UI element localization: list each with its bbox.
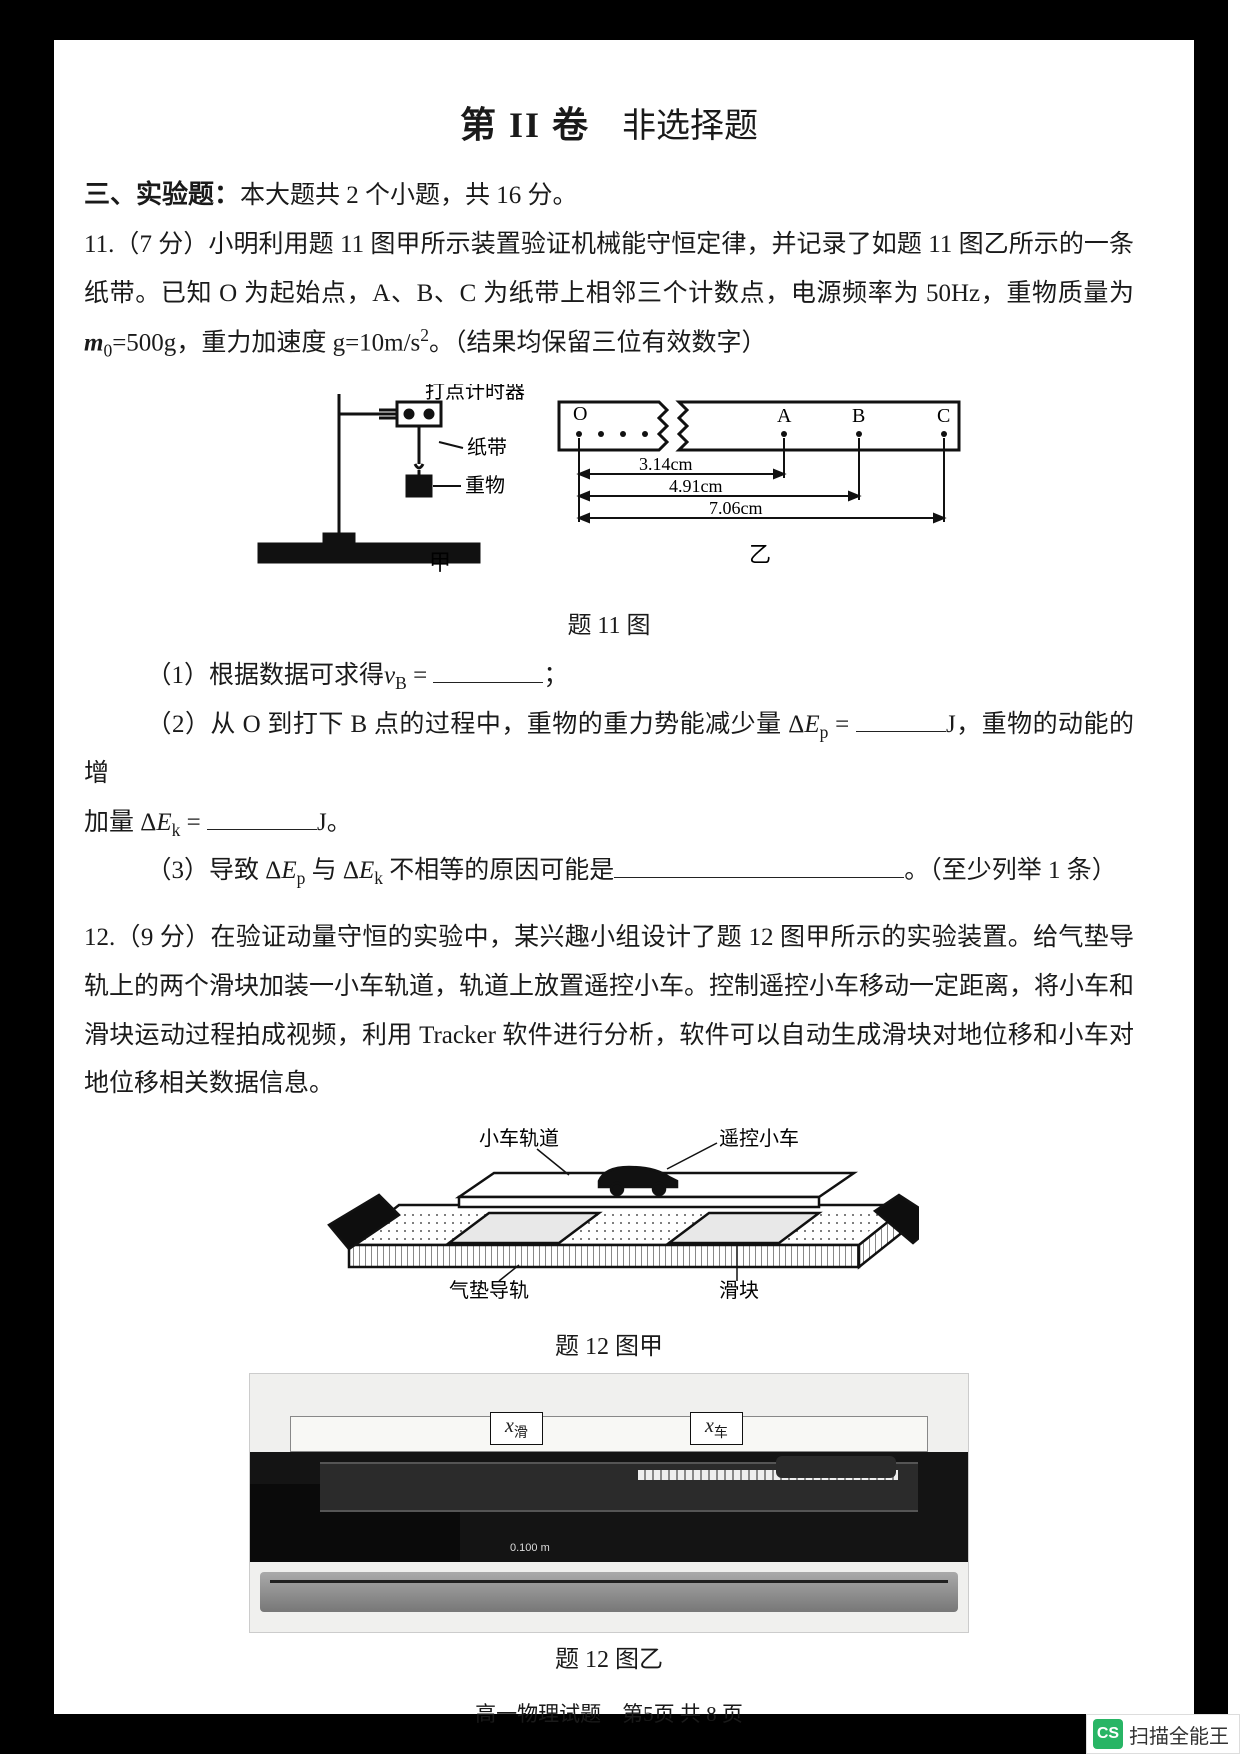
q11-grav: ，重力加速度 g=10m/s (176, 330, 420, 357)
fig11-d1: 3.14cm (639, 454, 693, 474)
page-right-edge (1228, 0, 1240, 1754)
q11-mass-var: m (84, 330, 103, 357)
fig11-A: A (777, 405, 792, 427)
fig11-yi: 乙 (749, 542, 771, 567)
fig12a-slider-label: 滑块 (719, 1279, 759, 1302)
q11-part3: （3）导致 ΔEp 与 ΔEk 不相等的原因可能是。（至少列举 1 条） (84, 847, 1134, 896)
q11-blank-ek[interactable] (207, 805, 317, 830)
q11-Ek: E (156, 809, 171, 836)
q12-stem: 12.（9 分）在验证动量守恒的实验中，某兴趣小组设计了题 12 图甲所示的实验… (84, 914, 1134, 1109)
fig12a-track-label: 小车轨道 (479, 1127, 559, 1150)
fig12b-x-car-box: x车 (690, 1412, 743, 1445)
fig11-timer-label: 打点计时器 (425, 384, 525, 403)
fig12b-x-slider: x (505, 1415, 514, 1437)
fig12b-rail-bottom (260, 1572, 958, 1612)
q11-p3d: 。（至少列举 1 条） (904, 857, 1117, 884)
title-main: 第 II 卷 (460, 105, 590, 145)
fig11-caption: 题 11 图 (84, 605, 1134, 640)
q11-part1: （1）根据数据可求得vB = ； (84, 652, 1134, 701)
q11-grav-sup: 2 (420, 325, 429, 345)
fig12a-rail-label: 气垫导轨 (449, 1279, 529, 1302)
q11-blank-reason[interactable] (614, 853, 904, 878)
q11-blank-ep[interactable] (856, 707, 946, 732)
exam-page: 第 II 卷 非选择题 三、实验题：本大题共 2 个小题，共 16 分。 11.… (54, 40, 1194, 1714)
section-3-header: 三、实验题：本大题共 2 个小题，共 16 分。 (84, 170, 1134, 221)
q11-p3-Ek: E (359, 857, 374, 884)
q11-p3b: 与 Δ (305, 857, 359, 884)
fig11-O: O (573, 403, 587, 425)
q11-p1-sub: B (395, 673, 407, 693)
fig12a-caption: 题 12 图甲 (84, 1326, 1134, 1361)
q11-p2a: （2）从 O 到打下 B 点的过程中，重物的重力势能减少量 Δ (147, 711, 805, 738)
q11-blank-vb[interactable] (433, 658, 543, 683)
fig12b-x-car-sub: 车 (714, 1426, 728, 1441)
q11-p2b: = (828, 711, 856, 738)
watermark-text: 扫描全能王 (1129, 1720, 1229, 1749)
fig11-diagram: 打点计时器 纸带 重物 甲 O (229, 384, 989, 599)
q11-p2f: J。 (317, 809, 352, 836)
fig11-wrap: 打点计时器 纸带 重物 甲 O (84, 384, 1134, 640)
q11-tail: 。（结果均保留三位有效数字） (429, 330, 767, 357)
section-3-label: 三、实验题： (84, 180, 240, 209)
scanner-watermark: CS 扫描全能王 (1086, 1714, 1240, 1754)
q11-p3a: （3）导致 Δ (147, 857, 282, 884)
q11-p1c: ； (543, 662, 568, 689)
fig12b-scale: 0.100 m (510, 1542, 550, 1554)
fig12b-wrap: x滑 x车 0.100 m 题 12 图乙 (84, 1373, 1134, 1674)
q11-stem: 11.（7 分）小明利用题 11 图甲所示装置验证机械能守恒定律，并记录了如题 … (84, 221, 1134, 369)
q11-p3-Ek-sub: k (374, 868, 383, 888)
fig12a-car-label: 遥控小车 (719, 1127, 799, 1150)
fig11-d3: 7.06cm (709, 498, 763, 518)
q11-p2d: 加量 Δ (84, 809, 156, 836)
q11-lead: 11.（7 分）小明利用题 11 图甲所示装置验证机械能守恒定律，并记录了如题 … (84, 231, 1134, 307)
q11-part2-line2: 加量 ΔEk = J。 (84, 799, 1134, 848)
q11-mass-sub: 0 (103, 341, 112, 361)
fig11-jia: 甲 (429, 550, 451, 575)
fig12b-x-car: x (705, 1415, 714, 1437)
q11-p1-var: v (384, 662, 395, 689)
q11-p3-Ep: E (281, 857, 296, 884)
page-title-line: 第 II 卷 非选择题 (84, 96, 1134, 148)
fig11-tape-label: 纸带 (467, 436, 507, 459)
fig11-d2: 4.91cm (669, 476, 723, 496)
q11-p3c: 不相等的原因可能是 (383, 857, 614, 884)
fig12a-wrap: 小车轨道 遥控小车 气垫导轨 滑块 题 12 图甲 (84, 1125, 1134, 1361)
title-sub: 非选择题 (622, 108, 758, 145)
fig12b-rail-line (270, 1580, 948, 1583)
watermark-badge: CS (1093, 1719, 1123, 1749)
fig12b-x-slider-box: x滑 (490, 1412, 543, 1445)
fig12b-caption: 题 12 图乙 (84, 1639, 1134, 1674)
q11-part2-line1: （2）从 O 到打下 B 点的过程中，重物的重力势能减少量 ΔEp = J，重物… (84, 701, 1134, 799)
q11-p2e: = (180, 809, 207, 836)
page-footer: 高一物理试题 第5页 共 8 页 (84, 1698, 1134, 1728)
fig12a-diagram: 小车轨道 遥控小车 气垫导轨 滑块 (299, 1125, 919, 1320)
fig12b-photo: x滑 x车 0.100 m (249, 1373, 969, 1633)
fig12b-ruler (290, 1416, 928, 1452)
fig12b-x-slider-sub: 滑 (514, 1426, 528, 1441)
q11-p1b: = (407, 662, 434, 689)
q11-p1a: （1）根据数据可求得 (147, 662, 385, 689)
q11-Ep: E (804, 711, 819, 738)
section-3-note: 本大题共 2 个小题，共 16 分。 (240, 182, 578, 209)
q11-mass-val: =500g (112, 330, 176, 357)
fig11-B: B (852, 405, 865, 427)
fig11-weight-label: 重物 (465, 474, 505, 497)
fig11-C: C (937, 405, 950, 427)
fig12b-car (776, 1456, 896, 1478)
